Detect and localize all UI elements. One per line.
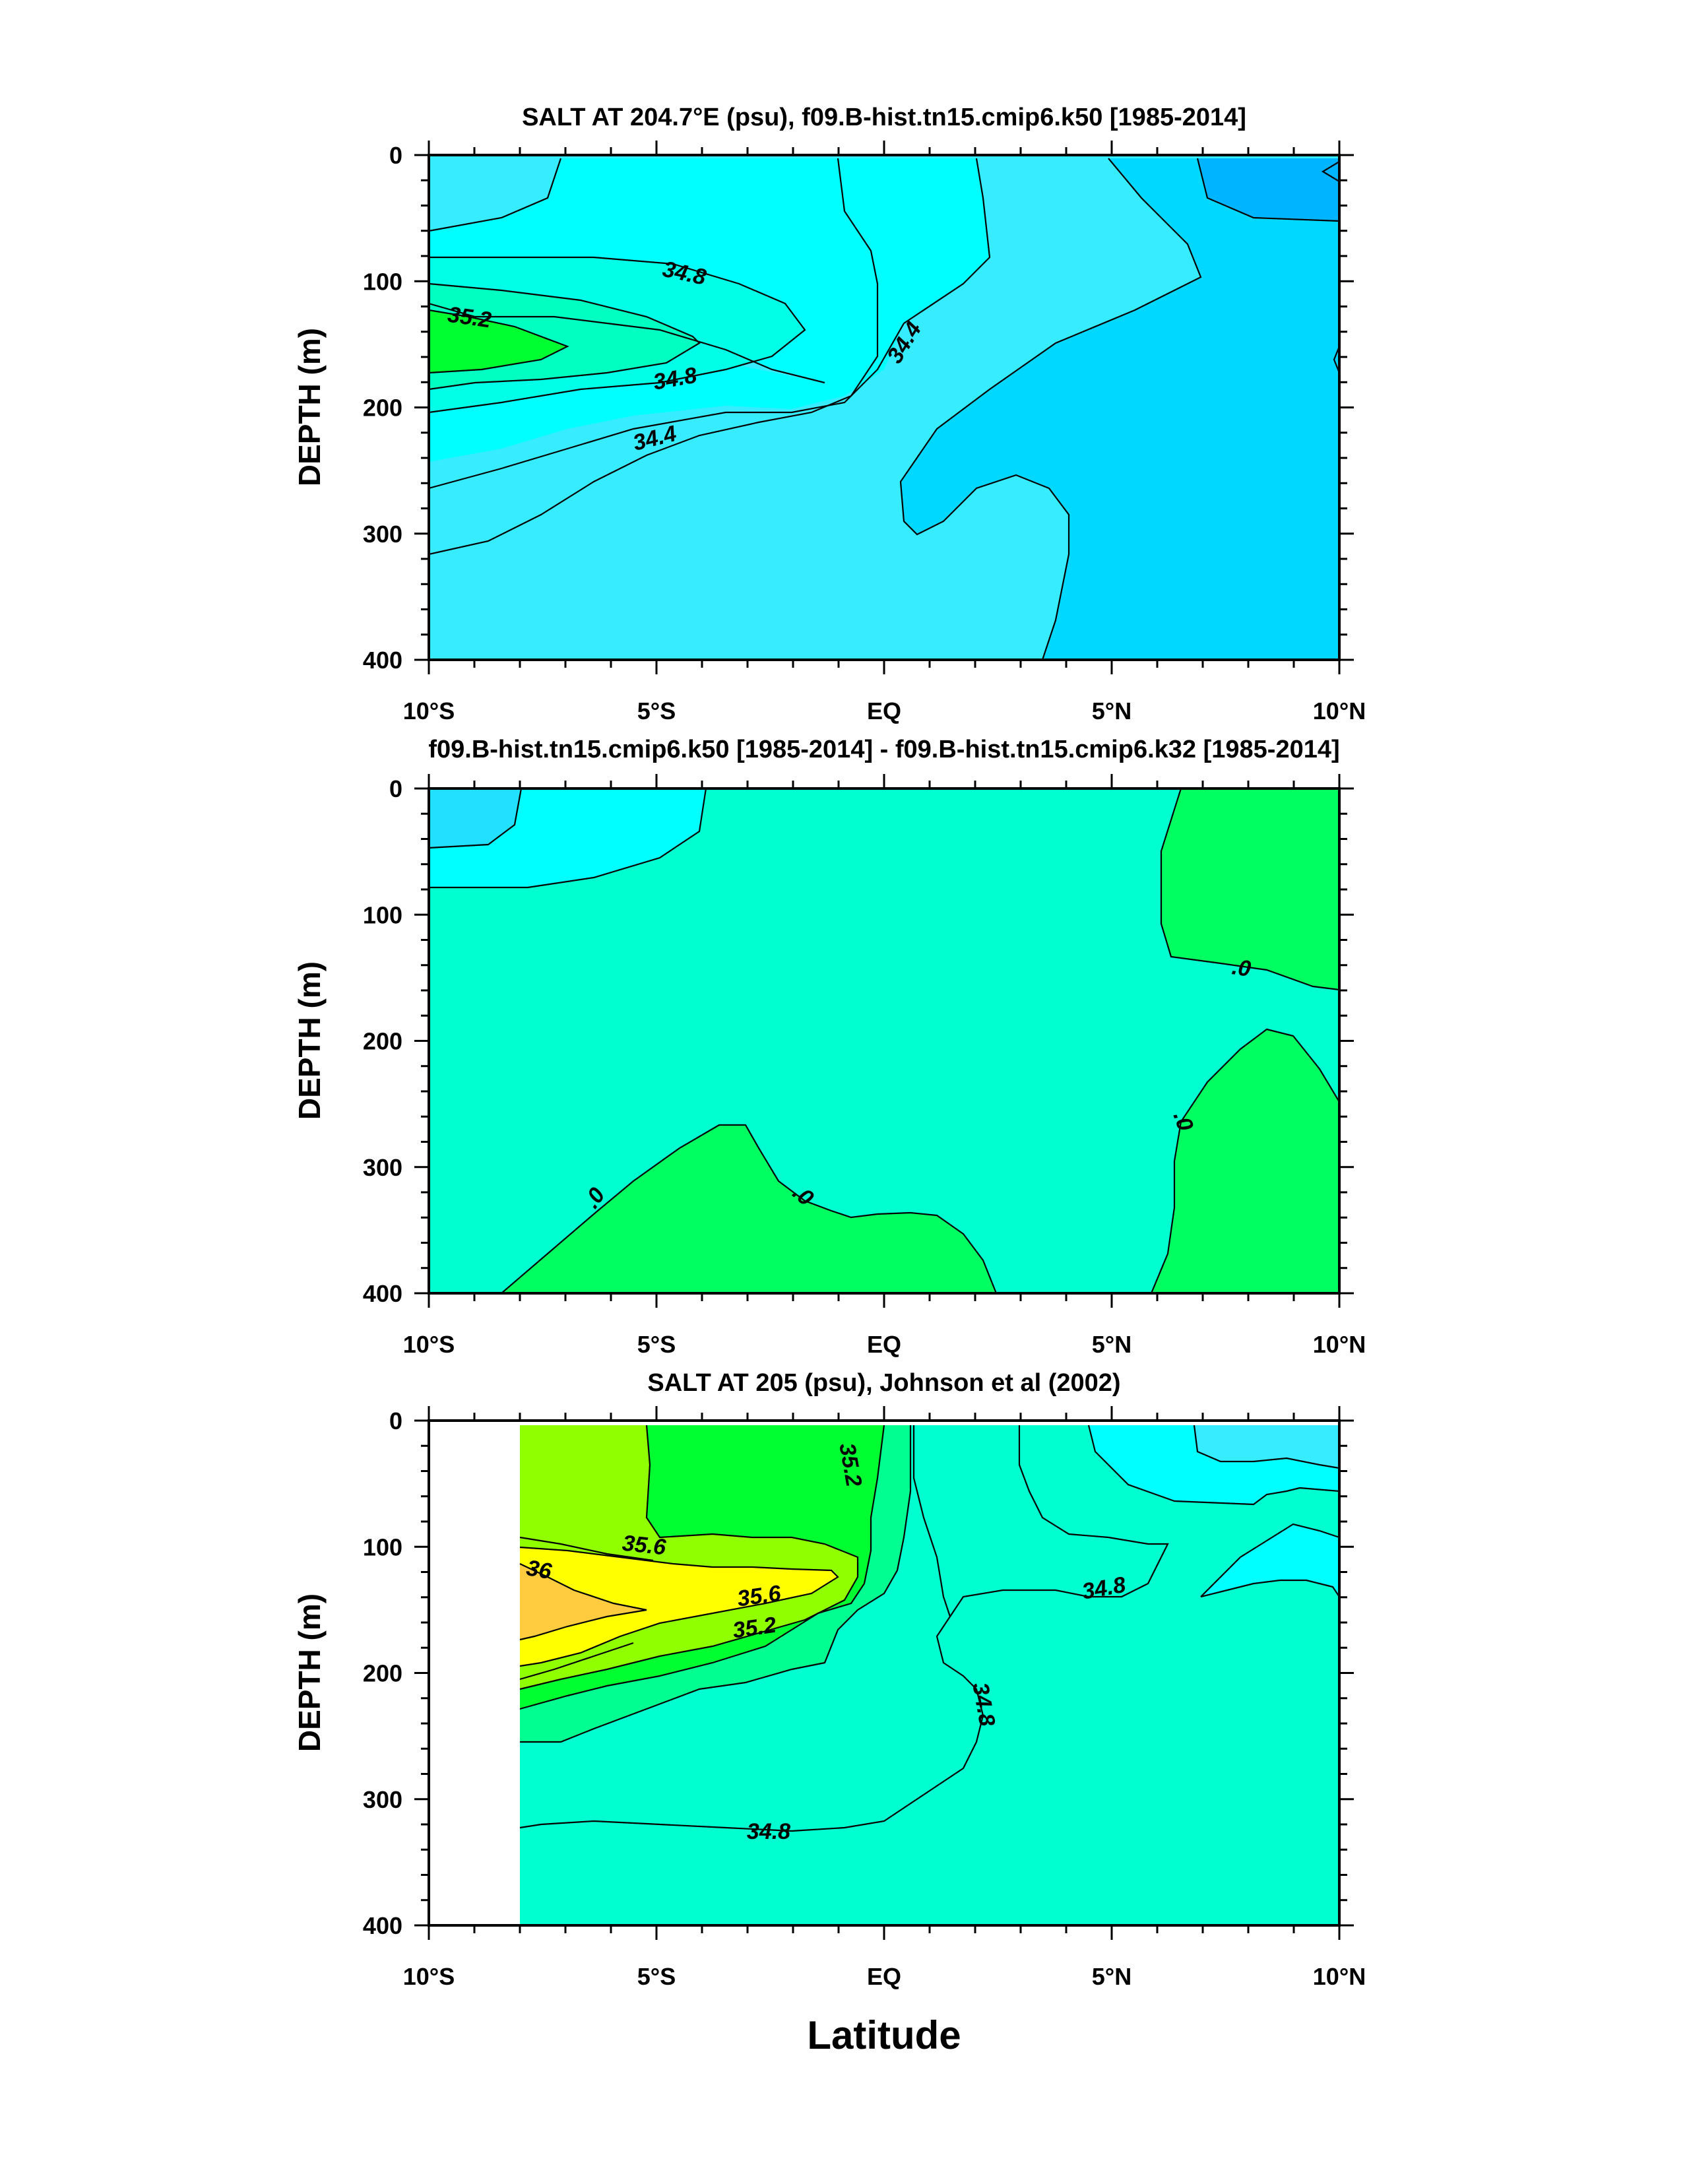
y-tick-label: 100 xyxy=(363,901,402,928)
p2-line-zero-right-top xyxy=(1160,788,1339,991)
x-tick-label: 10°N xyxy=(1313,1963,1366,1990)
panel-1-contours xyxy=(429,155,1339,660)
p1-line-35-0 xyxy=(429,282,701,391)
x-tick-label: 10°N xyxy=(1313,697,1366,724)
y-tick-label: 200 xyxy=(363,395,402,422)
p3-line-35-0 xyxy=(520,1425,912,1743)
panel-2-ylabel: DEPTH (m) xyxy=(292,961,327,1120)
panel-1-title: SALT AT 204.7°E (psu), f09.B-hist.tn15.c… xyxy=(522,104,1246,131)
y-tick-label: 400 xyxy=(363,1280,402,1307)
p1-contour-label-35-2: 35.2 xyxy=(446,302,493,333)
p3-contour-label-36: 36 xyxy=(525,1555,554,1584)
y-tick-label: 300 xyxy=(363,1154,402,1181)
p3-no-data-region xyxy=(430,1422,519,1924)
p1-line-34-8-upper xyxy=(429,256,806,414)
x-tick-label: 10°S xyxy=(403,697,455,724)
p2-band-pos-right-top xyxy=(1161,788,1339,990)
panel-3-title: SALT AT 205 (psu), Johnson et al (2002) xyxy=(647,1369,1120,1397)
y-tick-label: 0 xyxy=(389,775,402,802)
p1-band-34-0 xyxy=(901,158,1339,660)
p1-band-35-2 xyxy=(429,310,567,373)
x-tick-label: 10°N xyxy=(1313,1331,1366,1358)
p3-band-35-2 xyxy=(520,1425,884,1709)
p3-line-35-2 xyxy=(519,1425,885,1710)
p2-line-zero-right-bottom xyxy=(1150,1028,1339,1293)
p1-line-edge xyxy=(1333,346,1339,373)
p1-line-34-2 xyxy=(899,158,1202,660)
p1-line-34-6 xyxy=(429,302,825,384)
y-tick-label: 200 xyxy=(363,1660,402,1687)
x-tick-label: EQ xyxy=(867,697,901,724)
x-tick-label: EQ xyxy=(867,1963,901,1990)
p3-contour-label-34-8-c: 34.8 xyxy=(747,1819,790,1844)
y-tick-label: 100 xyxy=(363,1533,402,1560)
panel-3: SALT AT 205 (psu), Johnson et al (2002) … xyxy=(292,1369,1366,1990)
y-tick-label: 300 xyxy=(363,521,402,548)
p3-line-35-8 xyxy=(519,1536,654,1681)
x-tick-label: 5°N xyxy=(1092,1963,1131,1990)
panel-2-ticks: 10°S 5°S EQ 5°N 10°N 0 100 200 300 400 xyxy=(363,774,1366,1358)
panel-2: f09.B-hist.tn15.cmip6.k50 [1985-2014] - … xyxy=(292,736,1366,1358)
y-tick-label: 200 xyxy=(363,1028,402,1055)
p2-line-neg2 xyxy=(429,788,523,849)
y-tick-label: 400 xyxy=(363,647,402,674)
p3-line-34-8-upper xyxy=(519,1425,984,1832)
x-tick-label: 5°N xyxy=(1092,1331,1131,1358)
p3-contour-label-35-2-b: 35.2 xyxy=(731,1613,778,1644)
p1-band-33-8 xyxy=(1197,158,1339,221)
p3-line-34-4 xyxy=(1193,1425,1339,1469)
p3-band-34-4 xyxy=(1194,1425,1339,1468)
panel-3-ylabel: DEPTH (m) xyxy=(292,1593,327,1752)
x-tick-label: 10°S xyxy=(403,1331,455,1358)
p3-line-36-0 xyxy=(519,1563,647,1641)
p3-contour-label-35-6-b: 35.6 xyxy=(736,1581,783,1612)
x-tick-label: EQ xyxy=(867,1331,901,1358)
y-tick-label: 100 xyxy=(363,268,402,295)
panel-2-title: f09.B-hist.tn15.cmip6.k50 [1985-2014] - … xyxy=(428,736,1339,763)
panel-3-contours xyxy=(519,1425,1339,1925)
p2-band-pos-bottom xyxy=(501,1125,996,1293)
panel-1-ylabel: DEPTH (m) xyxy=(292,328,327,486)
p1-line-34-0 xyxy=(1196,158,1339,222)
p3-line-34-6-b xyxy=(1200,1523,1339,1598)
panel-1-ticks: 10°S 5°S EQ 5°N 10°N 0 100 200 300 400 xyxy=(363,141,1366,724)
panel-1: SALT AT 204.7°E (psu), f09.B-hist.tn15.c… xyxy=(292,104,1366,724)
x-tick-label: 5°S xyxy=(637,1963,676,1990)
p3-contour-label-35-6-a: 35.6 xyxy=(621,1531,668,1560)
p1-line-34-4-lower xyxy=(429,158,991,490)
x-tick-label: 5°S xyxy=(637,1331,676,1358)
p2-band-neg2 xyxy=(429,788,521,848)
y-tick-label: 300 xyxy=(363,1786,402,1813)
p1-line-34-4-top xyxy=(429,158,562,232)
p3-line-35-4 xyxy=(519,1425,859,1690)
p3-line-34-6 xyxy=(1087,1425,1339,1506)
p3-band-36-0 xyxy=(520,1564,647,1640)
x-tick-label: 10°S xyxy=(403,1963,455,1990)
p1-line-33-8 xyxy=(1321,161,1339,182)
p3-line-35-6 xyxy=(519,1546,839,1667)
x-tick-label: 5°S xyxy=(637,697,676,724)
p2-band-pos-right-bottom xyxy=(1151,1029,1339,1293)
x-axis-label: Latitude xyxy=(807,2013,961,2057)
p2-contour-label-a: .0 xyxy=(1230,954,1252,982)
p2-line-neg1 xyxy=(429,788,707,889)
p3-line-34-8-right xyxy=(949,1425,1169,1617)
p2-line-zero-bottom xyxy=(501,1124,998,1293)
y-tick-label: 0 xyxy=(389,1407,402,1434)
p1-line-34-4-low2 xyxy=(429,158,879,556)
panel-2-contours xyxy=(429,788,1339,1293)
p1-line-35-2 xyxy=(429,309,569,374)
x-tick-label: 5°N xyxy=(1092,697,1131,724)
panel-3-ticks: 10°S 5°S EQ 5°N 10°N 0 100 200 300 400 xyxy=(363,1406,1366,1990)
p3-band-34-6-b xyxy=(1201,1524,1339,1597)
y-tick-label: 400 xyxy=(363,1912,402,1939)
y-tick-label: 0 xyxy=(389,142,402,169)
p3-band-35-6 xyxy=(520,1547,838,1666)
